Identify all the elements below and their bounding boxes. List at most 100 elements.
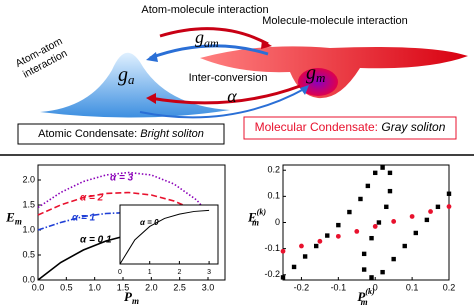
y-tick-label: 0.5 xyxy=(22,249,35,259)
subscript: m xyxy=(132,296,139,306)
point xyxy=(446,191,452,196)
y-tick-label: 0 xyxy=(275,217,280,227)
point xyxy=(387,188,393,194)
axis-label: E(k) m xyxy=(247,207,266,227)
point xyxy=(435,204,441,210)
legend-label: α = 0.1 xyxy=(80,235,112,246)
caption-text: Molecular Condensate: xyxy=(255,120,382,134)
symbol: g xyxy=(306,62,316,84)
point xyxy=(317,238,323,244)
point xyxy=(335,233,341,239)
x-tick-label: 1.0 xyxy=(88,282,101,292)
point xyxy=(291,264,297,270)
y-tick-label: 1.0 xyxy=(22,224,35,234)
y-tick-label: -0.2 xyxy=(264,269,280,279)
symbol: g xyxy=(118,64,128,86)
y-tick-label: 0.1 xyxy=(267,191,280,201)
point xyxy=(424,217,430,223)
point xyxy=(369,275,374,280)
x-tick-label: 3 xyxy=(207,269,211,276)
subscript: m xyxy=(15,217,22,227)
label: Atom-molecule interaction xyxy=(141,4,268,16)
label: α xyxy=(227,86,237,106)
x-tick-label: 2.0 xyxy=(145,282,158,292)
x-tick-label: 2.5 xyxy=(173,282,186,292)
symbol: E xyxy=(5,209,15,224)
point xyxy=(365,183,371,189)
point xyxy=(314,243,319,249)
x-tick-label: 1 xyxy=(148,269,152,276)
axis-label: P(k) m xyxy=(357,287,375,307)
point xyxy=(347,209,352,215)
atomic-box xyxy=(17,123,225,145)
point xyxy=(391,256,396,262)
axis-label: Em xyxy=(5,209,22,226)
arrowhead xyxy=(146,52,158,62)
point xyxy=(409,214,415,219)
caption: Atomic Condensate: Bright soliton xyxy=(38,128,204,140)
superscript: (k) xyxy=(257,207,267,216)
point xyxy=(413,230,418,236)
legend-label: α = 3 xyxy=(110,173,134,184)
point xyxy=(380,165,385,170)
x-tick-label: -0.2 xyxy=(294,282,310,292)
y-tick-label: -0.1 xyxy=(264,243,280,253)
point xyxy=(446,204,452,209)
point xyxy=(369,235,374,241)
point xyxy=(299,243,304,249)
arrowhead xyxy=(146,93,156,104)
x-tick-label: 0.2 xyxy=(443,282,456,292)
caption-text: Atomic Condensate: xyxy=(38,128,140,140)
y-tick-label: 0.2 xyxy=(267,165,280,175)
point xyxy=(361,267,367,272)
point xyxy=(380,269,385,275)
plot-frame xyxy=(282,164,450,281)
x-tick-label: 0.5 xyxy=(60,282,73,292)
arrow-blue-bottom xyxy=(139,87,307,119)
point xyxy=(372,224,378,229)
x-tick-label: -0.1 xyxy=(331,282,347,292)
point xyxy=(358,196,363,202)
x-tick-label: 0 xyxy=(118,269,122,276)
symbol: E xyxy=(247,209,257,224)
caption-italic: Gray soliton xyxy=(381,120,445,134)
point xyxy=(336,222,341,228)
point xyxy=(387,170,393,176)
molecular-box xyxy=(243,116,457,140)
label: Molecule-molecule interaction xyxy=(262,15,408,27)
arrow-red-bottom xyxy=(149,84,301,105)
point xyxy=(280,248,286,254)
point xyxy=(302,254,308,259)
subscript: a xyxy=(128,72,135,87)
axis-label: Pm xyxy=(124,289,139,306)
label-group: Atom-atom interaction xyxy=(14,35,70,81)
x-tick-label: 0 xyxy=(373,282,378,292)
point xyxy=(384,204,389,210)
caption: Molecular Condensate: Gray soliton xyxy=(255,120,446,134)
plot-frame xyxy=(119,204,219,265)
point xyxy=(428,209,433,214)
point xyxy=(280,275,286,280)
legend-label: α = 0 xyxy=(140,218,159,227)
symbol: g xyxy=(195,27,204,47)
y-tick-label: 1.5 xyxy=(22,199,35,209)
point xyxy=(391,219,397,224)
superscript: (k) xyxy=(365,287,375,296)
atomic-peak xyxy=(40,52,230,118)
y-tick-label: 0.0 xyxy=(22,274,35,284)
legend-label: α = 2 xyxy=(80,193,104,204)
subscript: m xyxy=(316,70,325,85)
point xyxy=(402,243,407,249)
molecular-surface xyxy=(200,46,468,99)
point xyxy=(325,233,330,238)
point xyxy=(361,251,367,257)
point xyxy=(354,228,360,234)
legend-label: α = 1 xyxy=(72,213,96,224)
y-tick-label: 2.0 xyxy=(22,174,35,184)
symbol: P xyxy=(357,289,366,304)
subscript: am xyxy=(204,36,219,50)
subscript: m xyxy=(252,218,259,228)
label: gam xyxy=(195,27,219,50)
arrow-blue-top xyxy=(149,44,269,60)
